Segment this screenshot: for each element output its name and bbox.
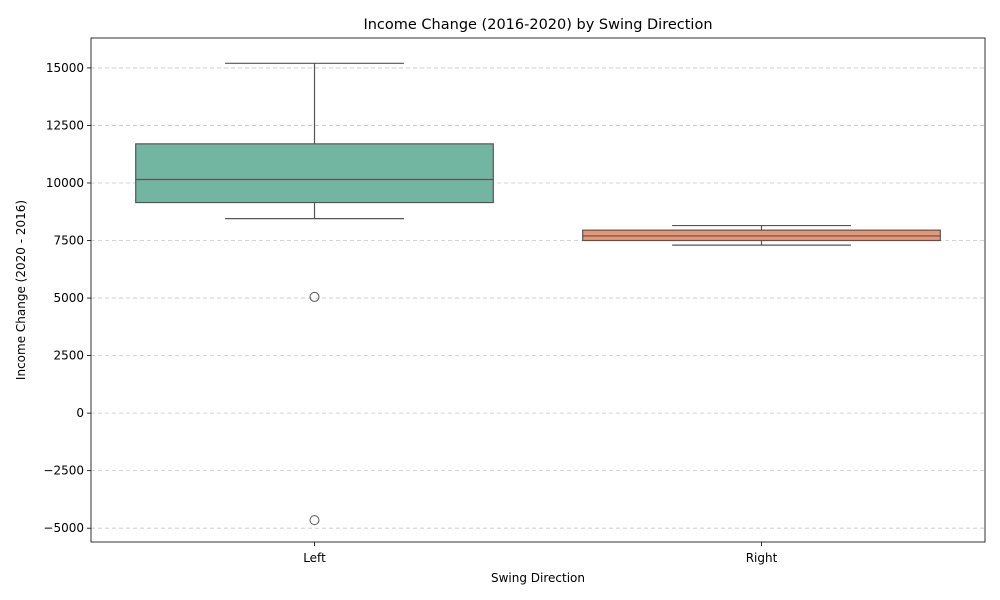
- plot-area: [91, 38, 985, 542]
- box-left: [135, 62, 494, 526]
- x-axis-ticks: Left Right: [303, 542, 778, 565]
- y-tick-label: −5000: [43, 521, 84, 535]
- y-axis-ticks: −5000 −2500 0 2500 5000 7500 10000 12500 15000: [43, 61, 91, 535]
- boxes: [135, 62, 941, 526]
- y-tick-label: 12500: [46, 118, 84, 132]
- y-tick-label: 7500: [53, 234, 84, 248]
- plot-frame: [90, 37, 986, 543]
- x-tick-label: Right: [746, 551, 778, 565]
- box-right: [582, 224, 941, 246]
- x-axis-title: Swing Direction: [491, 571, 585, 585]
- x-tick-label: Left: [303, 551, 326, 565]
- outlier-point: [309, 291, 320, 302]
- outlier-point: [309, 515, 320, 526]
- y-tick-label: 10000: [46, 176, 84, 190]
- iqr-box: [135, 143, 494, 204]
- y-tick-label: 15000: [46, 61, 84, 75]
- y-axis-title: Income Change (2020 - 2016): [14, 200, 28, 380]
- y-tick-label: 2500: [53, 349, 84, 363]
- y-tick-label: 5000: [53, 291, 84, 305]
- y-tick-label: −2500: [43, 464, 84, 478]
- y-tick-label: 0: [76, 406, 84, 420]
- chart-title: Income Change (2016-2020) by Swing Direc…: [363, 17, 712, 33]
